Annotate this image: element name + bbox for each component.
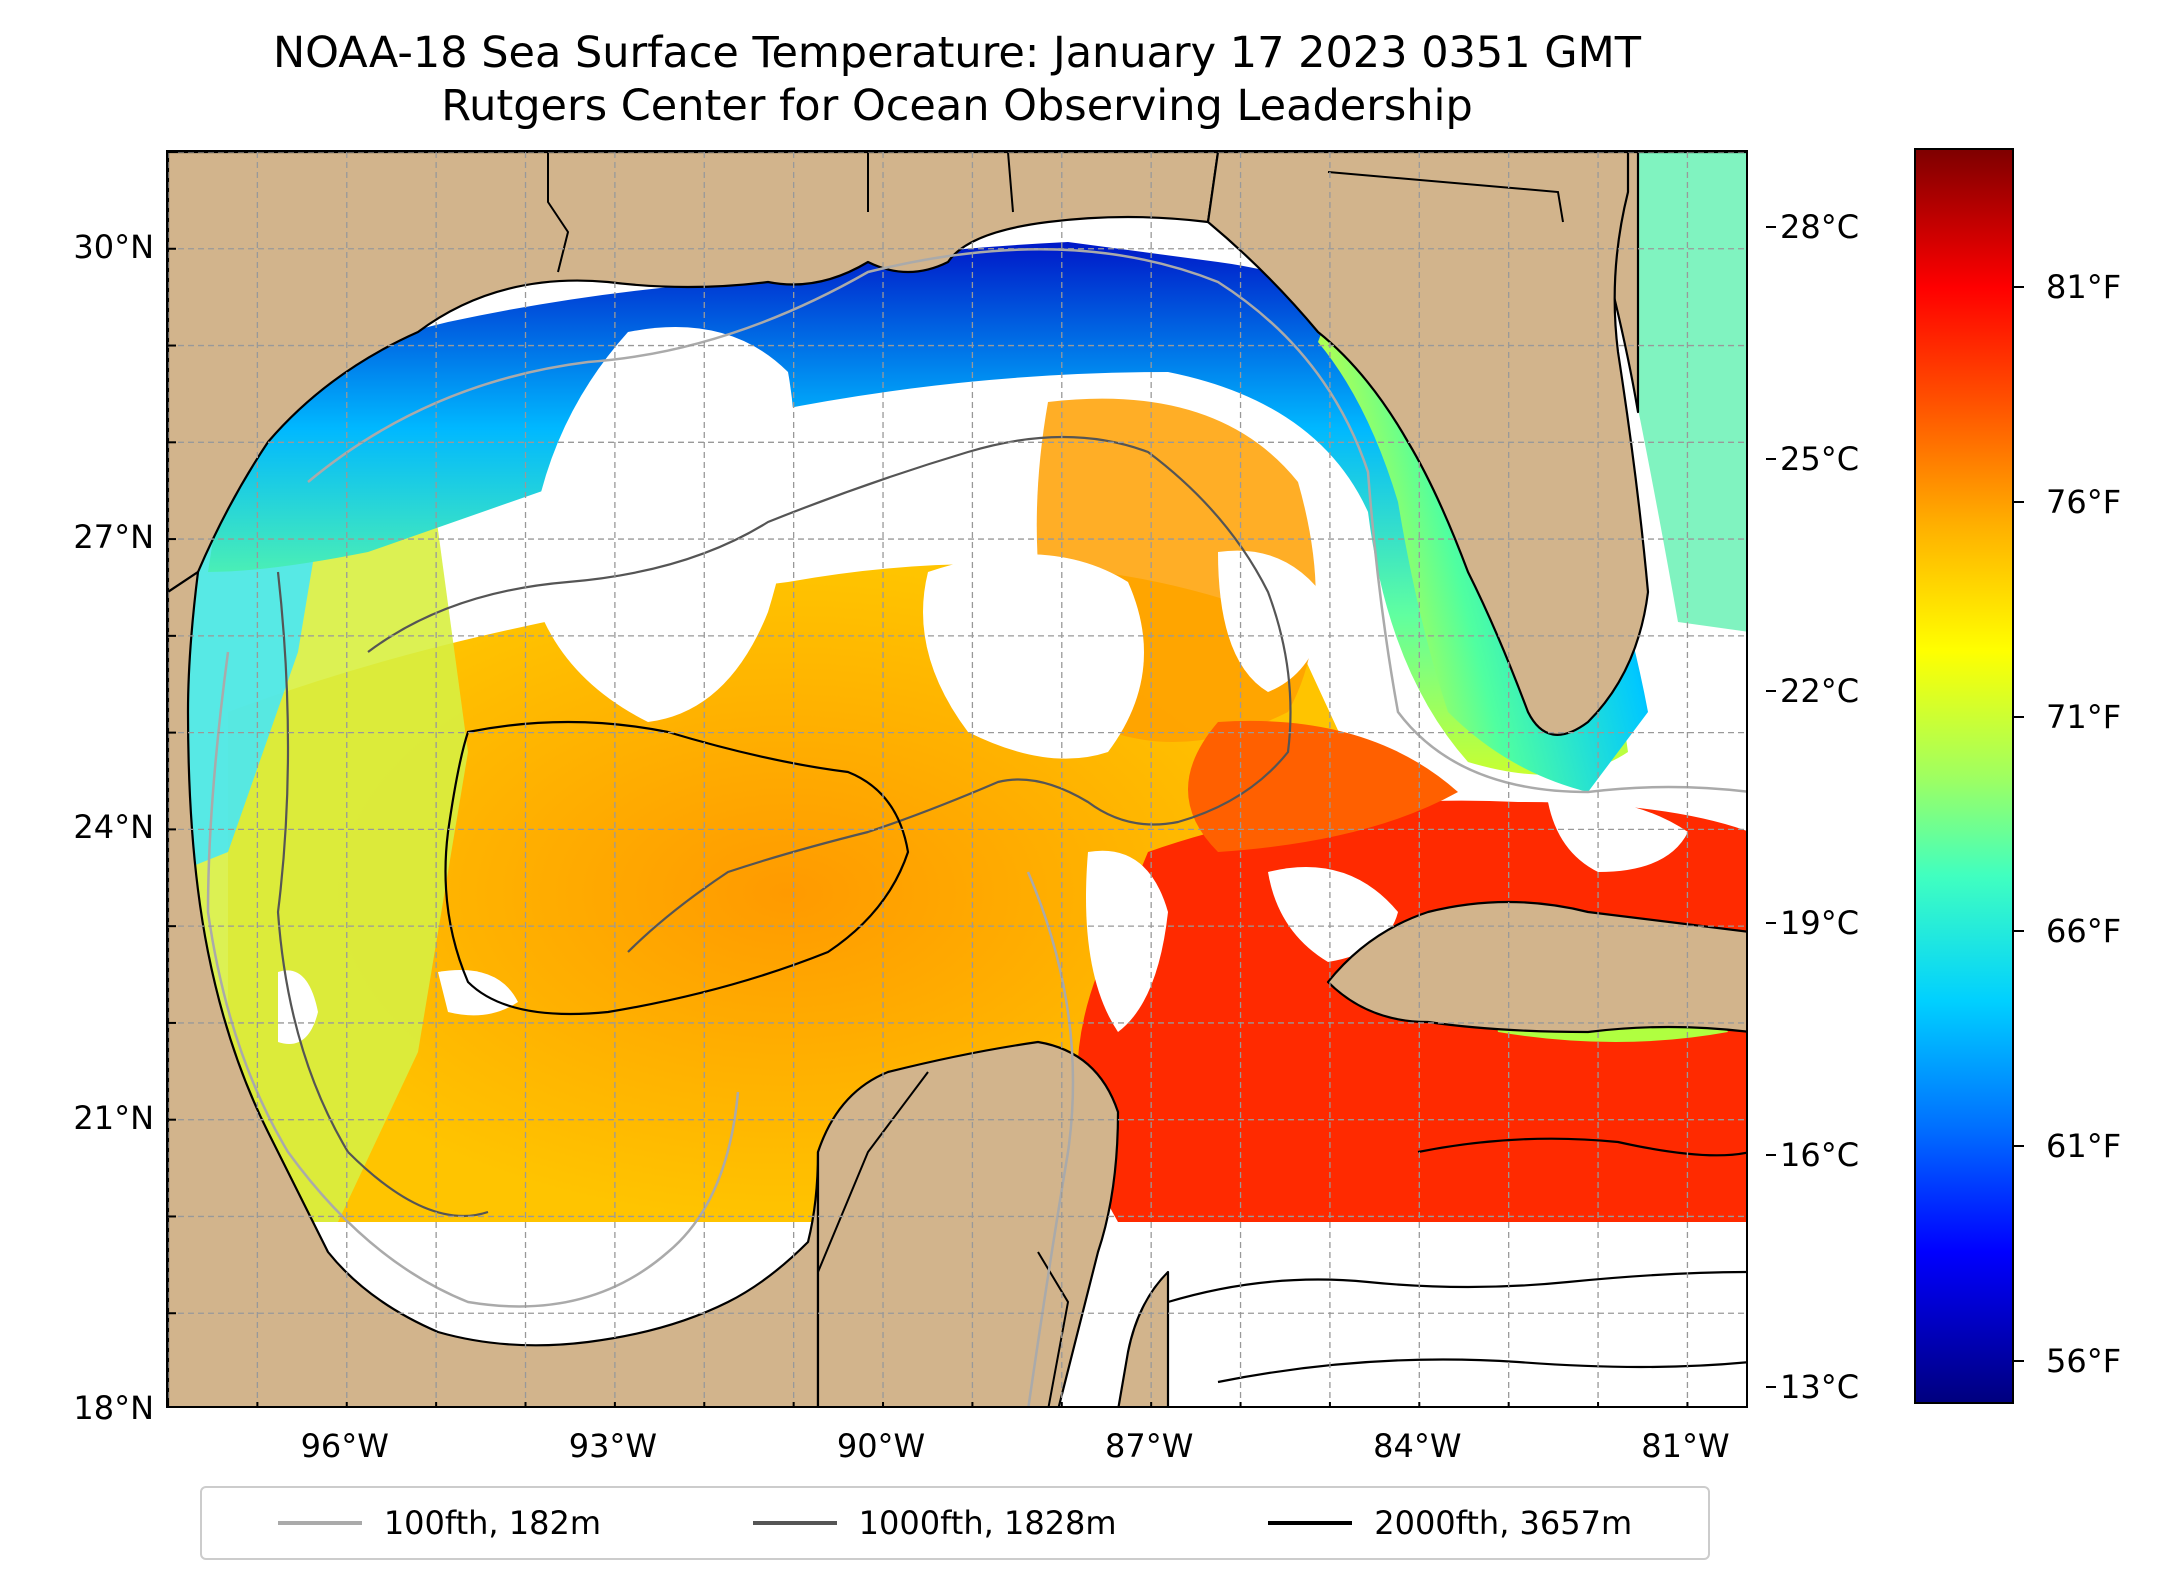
celsius-tick bbox=[1766, 1385, 1776, 1388]
lon-tick-label: 84°W bbox=[1373, 1427, 1462, 1465]
celsius-tick-label: 25°C bbox=[1780, 440, 1860, 479]
lon-tick-label: 90°W bbox=[836, 1427, 926, 1465]
fahrenheit-tick bbox=[2014, 1145, 2024, 1148]
sst-map bbox=[166, 150, 1748, 1408]
fahrenheit-tick-label: 66°F bbox=[2046, 912, 2122, 951]
sst-atlantic-strip bbox=[1618, 152, 1746, 632]
lon-tick-label: 81°W bbox=[1641, 1427, 1730, 1465]
celsius-tick-label: 19°C bbox=[1780, 903, 1860, 942]
map-canvas bbox=[168, 152, 1746, 1406]
fahrenheit-tick bbox=[2014, 501, 2024, 504]
lat-tick-label: 21°N bbox=[73, 1098, 154, 1137]
land-masses bbox=[168, 152, 1746, 1406]
fahrenheit-tick bbox=[2014, 1359, 2024, 1362]
fahrenheit-tick bbox=[2014, 286, 2024, 289]
legend-item: 100fth, 182m bbox=[277, 1504, 602, 1542]
legend-label: 2000fth, 3657m bbox=[1374, 1504, 1633, 1542]
fahrenheit-tick-label: 76°F bbox=[2046, 483, 2122, 522]
title-line-2: Rutgers Center for Ocean Observing Leade… bbox=[441, 81, 1473, 131]
temperature-colorbar bbox=[1914, 148, 2014, 1404]
sst-north-coast bbox=[208, 242, 1628, 775]
fahrenheit-tick bbox=[2014, 930, 2024, 933]
celsius-tick-label: 13°C bbox=[1780, 1367, 1860, 1406]
legend-line-swatch bbox=[277, 1521, 362, 1525]
fahrenheit-tick-label: 81°F bbox=[2046, 268, 2122, 307]
legend-item: 1000fth, 1828m bbox=[752, 1504, 1117, 1542]
cloud-patches bbox=[278, 327, 1746, 1044]
frame-ticks bbox=[168, 152, 1689, 1406]
celsius-tick bbox=[1766, 921, 1776, 924]
gridlines bbox=[168, 152, 1746, 1406]
bathymetry-2000fth bbox=[444, 720, 1746, 1384]
bathymetry-legend: 100fth, 182m 1000fth, 1828m 2000fth, 3657m bbox=[200, 1486, 1710, 1560]
lon-tick-label: 93°W bbox=[568, 1427, 658, 1465]
lon-tick-label: 96°W bbox=[300, 1427, 389, 1465]
celsius-tick bbox=[1766, 458, 1776, 461]
fahrenheit-tick-label: 71°F bbox=[2046, 697, 2122, 736]
lon-tick-label: 87°W bbox=[1104, 1427, 1194, 1465]
legend-label: 1000fth, 1828m bbox=[858, 1504, 1117, 1542]
fahrenheit-tick-label: 56°F bbox=[2046, 1341, 2122, 1380]
land-mexico-west bbox=[168, 570, 820, 1406]
legend-line-swatch bbox=[1268, 1521, 1353, 1525]
celsius-tick bbox=[1766, 1153, 1776, 1156]
lat-tick-label: 27°N bbox=[73, 518, 154, 557]
celsius-tick-label: 28°C bbox=[1780, 208, 1860, 247]
title-line-1: NOAA-18 Sea Surface Temperature: January… bbox=[273, 28, 1641, 78]
legend-label: 100fth, 182m bbox=[383, 1504, 602, 1542]
land-florida bbox=[1206, 152, 1650, 736]
bathymetry-1000fth bbox=[276, 435, 1292, 1218]
fahrenheit-tick-label: 61°F bbox=[2046, 1127, 2122, 1166]
lat-tick-label: 24°N bbox=[73, 808, 154, 847]
lat-tick-label: 30°N bbox=[73, 227, 154, 266]
sst-loop-orange bbox=[1188, 720, 1458, 852]
bathymetry-100fth bbox=[206, 248, 1746, 1406]
land-cuba bbox=[1326, 900, 1746, 1034]
lat-tick-label: 18°N bbox=[73, 1389, 154, 1427]
legend-line-swatch bbox=[752, 1521, 837, 1525]
celsius-tick-label: 22°C bbox=[1780, 671, 1860, 710]
celsius-tick bbox=[1766, 689, 1776, 692]
fahrenheit-tick bbox=[2014, 715, 2024, 718]
legend-item: 2000fth, 3657m bbox=[1268, 1504, 1632, 1542]
celsius-tick bbox=[1766, 226, 1776, 229]
celsius-tick-label: 16°C bbox=[1780, 1135, 1860, 1174]
